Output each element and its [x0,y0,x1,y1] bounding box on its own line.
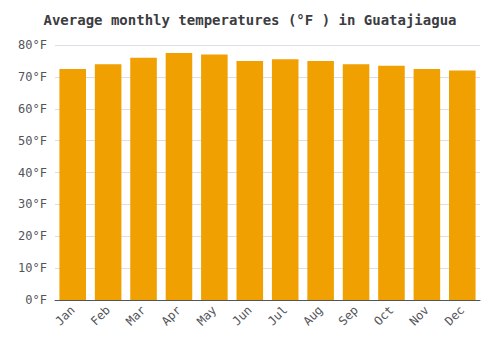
svg-text:Mar: Mar [123,303,148,328]
svg-text:70°F: 70°F [18,70,47,84]
svg-text:Nov: Nov [407,303,432,328]
svg-text:Oct: Oct [371,303,396,328]
svg-text:10°F: 10°F [18,261,47,275]
svg-text:40°F: 40°F [18,166,47,180]
svg-text:Average monthly temperatures (: Average monthly temperatures (°F ) in Gu… [43,12,456,28]
svg-text:20°F: 20°F [18,229,47,243]
svg-text:Aug: Aug [300,303,325,328]
svg-text:80°F: 80°F [18,38,47,52]
svg-text:May: May [194,303,219,328]
svg-text:Jan: Jan [52,303,77,328]
svg-text:Dec: Dec [442,303,467,328]
svg-text:60°F: 60°F [18,102,47,116]
svg-text:30°F: 30°F [18,197,47,211]
svg-text:Feb: Feb [88,303,113,328]
svg-text:0°F: 0°F [25,293,47,307]
svg-text:Jul: Jul [265,303,290,328]
svg-text:Sep: Sep [336,303,361,328]
svg-text:Apr: Apr [159,303,184,328]
svg-text:Jun: Jun [230,303,255,328]
svg-text:50°F: 50°F [18,134,47,148]
